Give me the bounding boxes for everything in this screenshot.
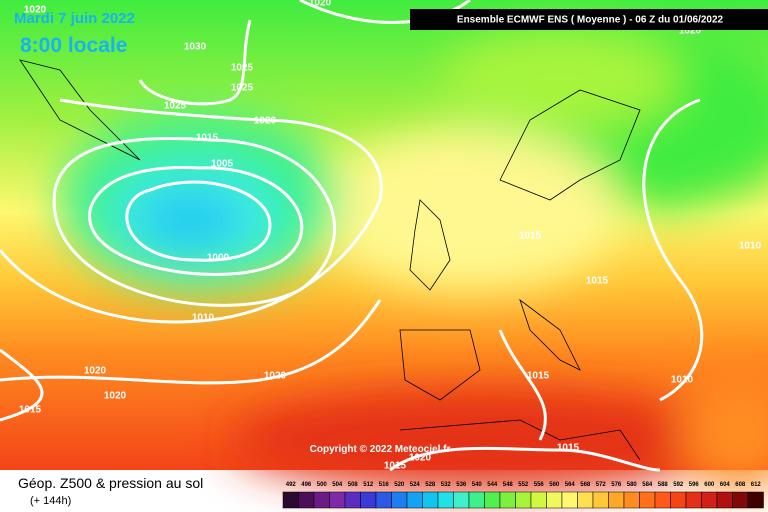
scale-label: 544 bbox=[487, 482, 498, 488]
isobar-label: 1000 bbox=[207, 253, 230, 264]
isobars bbox=[0, 0, 702, 470]
scale-cell bbox=[499, 491, 516, 509]
scale-label: 552 bbox=[518, 482, 529, 488]
footer-title: Géop. Z500 & pression au sol bbox=[18, 475, 203, 491]
isobar-label: 1015 bbox=[586, 276, 609, 287]
isobar-label: 1015 bbox=[519, 231, 542, 242]
scale-cell bbox=[329, 491, 346, 509]
scale-cell bbox=[716, 491, 733, 509]
isobar-label: 1015 bbox=[196, 133, 219, 144]
scale-label: 576 bbox=[611, 482, 622, 488]
scale-label: 536 bbox=[456, 482, 467, 488]
time: 8:00 locale bbox=[20, 34, 127, 57]
scale-cell bbox=[468, 491, 485, 509]
scale-cell bbox=[298, 491, 315, 509]
scale-cell bbox=[654, 491, 671, 509]
scale-cell bbox=[530, 491, 547, 509]
scale-label: 504 bbox=[332, 482, 343, 488]
isobar-label: 1010 bbox=[192, 313, 215, 324]
isobar-label: 1020 bbox=[254, 116, 277, 127]
scale-cell bbox=[685, 491, 702, 509]
date: Mardi 7 juin 2022 bbox=[14, 10, 135, 27]
scale-label: 492 bbox=[286, 482, 297, 488]
scale-cell bbox=[484, 491, 501, 509]
scale-cell bbox=[639, 491, 656, 509]
footer-subtitle: (+ 144h) bbox=[30, 495, 71, 507]
isobar-label: 1015 bbox=[19, 405, 42, 416]
scale-label: 580 bbox=[627, 482, 638, 488]
scale-label: 532 bbox=[441, 482, 452, 488]
isobar-label: 1010 bbox=[671, 375, 694, 386]
scale-cell bbox=[375, 491, 392, 509]
scale-cell bbox=[406, 491, 423, 509]
scale-cell bbox=[453, 491, 470, 509]
isobar-label: 1025 bbox=[231, 83, 254, 94]
scale-label: 524 bbox=[410, 482, 421, 488]
scale-cell bbox=[592, 491, 609, 509]
scale-label: 584 bbox=[642, 482, 653, 488]
isobar-label: 1015 bbox=[557, 443, 580, 454]
scale-cell bbox=[577, 491, 594, 509]
scale-cell bbox=[670, 491, 687, 509]
isobar-label: 1010 bbox=[739, 241, 762, 252]
scale-cell bbox=[437, 491, 454, 509]
scale-cell bbox=[422, 491, 439, 509]
scale-cell bbox=[515, 491, 532, 509]
scale-cell bbox=[608, 491, 625, 509]
isobar-label: 1015 bbox=[527, 371, 550, 382]
scale-label: 516 bbox=[379, 482, 390, 488]
scale-label: 508 bbox=[348, 482, 359, 488]
scale-label: 560 bbox=[549, 482, 560, 488]
isobar-label: 1020 bbox=[24, 5, 47, 16]
coastlines bbox=[19, 59, 641, 461]
scale-cell bbox=[546, 491, 563, 509]
isobar-label: 1020 bbox=[264, 371, 287, 382]
field bbox=[0, 0, 768, 490]
model-info: Ensemble ECMWF ENS ( Moyenne ) - 06 Z du… bbox=[457, 15, 724, 26]
scale-label: 564 bbox=[565, 482, 576, 488]
isobar-label: 1020 bbox=[84, 366, 107, 377]
isobar-label: 1005 bbox=[211, 159, 234, 170]
isobar-label: 1020 bbox=[409, 453, 432, 464]
scale-cell bbox=[732, 491, 749, 509]
isobar-label: 1025 bbox=[231, 63, 254, 74]
scale-cell bbox=[391, 491, 408, 509]
isobar-label: 1020 bbox=[679, 26, 702, 37]
scale-cell bbox=[313, 491, 330, 509]
isobar-label: 1015 bbox=[384, 461, 407, 472]
scale-cell bbox=[623, 491, 640, 509]
scale-label: 548 bbox=[503, 482, 514, 488]
scale-cell bbox=[701, 491, 718, 509]
scale-label: 596 bbox=[689, 482, 700, 488]
scale-label: 520 bbox=[394, 482, 405, 488]
scale-label: 612 bbox=[751, 482, 762, 488]
scale-label: 556 bbox=[534, 482, 545, 488]
isobar-label: 1020 bbox=[309, 0, 332, 9]
isobar-label: 1030 bbox=[184, 42, 207, 53]
scale-label: 568 bbox=[580, 482, 591, 488]
scale-cell bbox=[360, 491, 377, 509]
scale-cell bbox=[344, 491, 361, 509]
isobar-label: 1020 bbox=[104, 391, 127, 402]
scale-label: 500 bbox=[317, 482, 328, 488]
scale-cell bbox=[282, 491, 299, 509]
copyright: Copyright © 2022 Meteociel.fr bbox=[310, 444, 451, 455]
scale-label: 540 bbox=[472, 482, 483, 488]
scale-label: 528 bbox=[425, 482, 436, 488]
scale-label: 600 bbox=[704, 482, 715, 488]
scale-label: 592 bbox=[673, 482, 684, 488]
scale-label: 572 bbox=[596, 482, 607, 488]
header-box bbox=[410, 9, 768, 30]
scale-label: 512 bbox=[363, 482, 374, 488]
scale-label: 604 bbox=[720, 482, 731, 488]
scale-label: 588 bbox=[658, 482, 669, 488]
scale-cell bbox=[747, 491, 764, 509]
isobar-label: 1025 bbox=[164, 101, 187, 112]
scale-cell bbox=[561, 491, 578, 509]
scale-label: 496 bbox=[301, 482, 312, 488]
scale-label: 608 bbox=[735, 482, 746, 488]
